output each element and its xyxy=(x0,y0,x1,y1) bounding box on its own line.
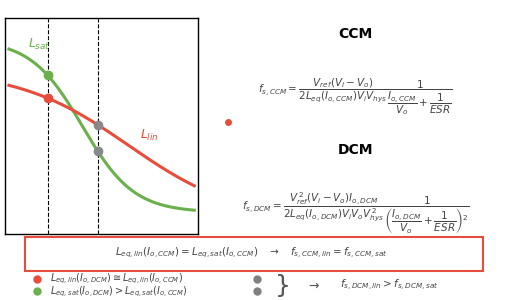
Text: $\}$: $\}$ xyxy=(274,272,289,299)
Text: $L_{eq,lin}(I_{o,CCM}) = L_{eq,sat}(I_{o,CCM})$$\quad\rightarrow\quad$$f_{s,CCM,: $L_{eq,lin}(I_{o,CCM}) = L_{eq,sat}(I_{o… xyxy=(115,245,388,260)
Text: $f_{s,CCM} = \dfrac{V_{ref}(V_i - V_o)}{2L_{eq}(I_{o,CCM})V_iV_{hys}}\dfrac{1}{\: $f_{s,CCM} = \dfrac{V_{ref}(V_i - V_o)}{… xyxy=(258,76,453,117)
Text: $L_{lin}$: $L_{lin}$ xyxy=(140,128,159,143)
FancyBboxPatch shape xyxy=(25,237,483,271)
Text: $L_{eq,lin}(I_{o,DCM}) \cong L_{eq,lin}(I_{o,CCM})$: $L_{eq,lin}(I_{o,DCM}) \cong L_{eq,lin}(… xyxy=(50,272,183,286)
Text: $f_{s,DCM,lin} > f_{s,DCM,sat}$: $f_{s,DCM,lin} > f_{s,DCM,sat}$ xyxy=(340,278,439,293)
Text: CCM: CCM xyxy=(338,27,373,40)
Text: $f_{s,DCM} = \dfrac{V_{ref}^{\,2}(V_i - V_o)I_{o,DCM}}{2L_{eq}(I_{o,DCM})V_iV_oV: $f_{s,DCM} = \dfrac{V_{ref}^{\,2}(V_i - … xyxy=(242,191,469,236)
Text: $\rightarrow$: $\rightarrow$ xyxy=(306,279,320,292)
Text: $I_{o,CCM}$: $I_{o,CCM}$ xyxy=(82,251,113,266)
Text: $L_{eq,sat}(I_{o,DCM}) > L_{eq,sat}(I_{o,CCM})$: $L_{eq,sat}(I_{o,DCM}) > L_{eq,sat}(I_{o… xyxy=(50,284,187,298)
Text: $L_{sat}$: $L_{sat}$ xyxy=(28,37,51,52)
Text: $I_{o,DCM}$: $I_{o,DCM}$ xyxy=(31,251,64,266)
Text: DCM: DCM xyxy=(338,143,373,157)
